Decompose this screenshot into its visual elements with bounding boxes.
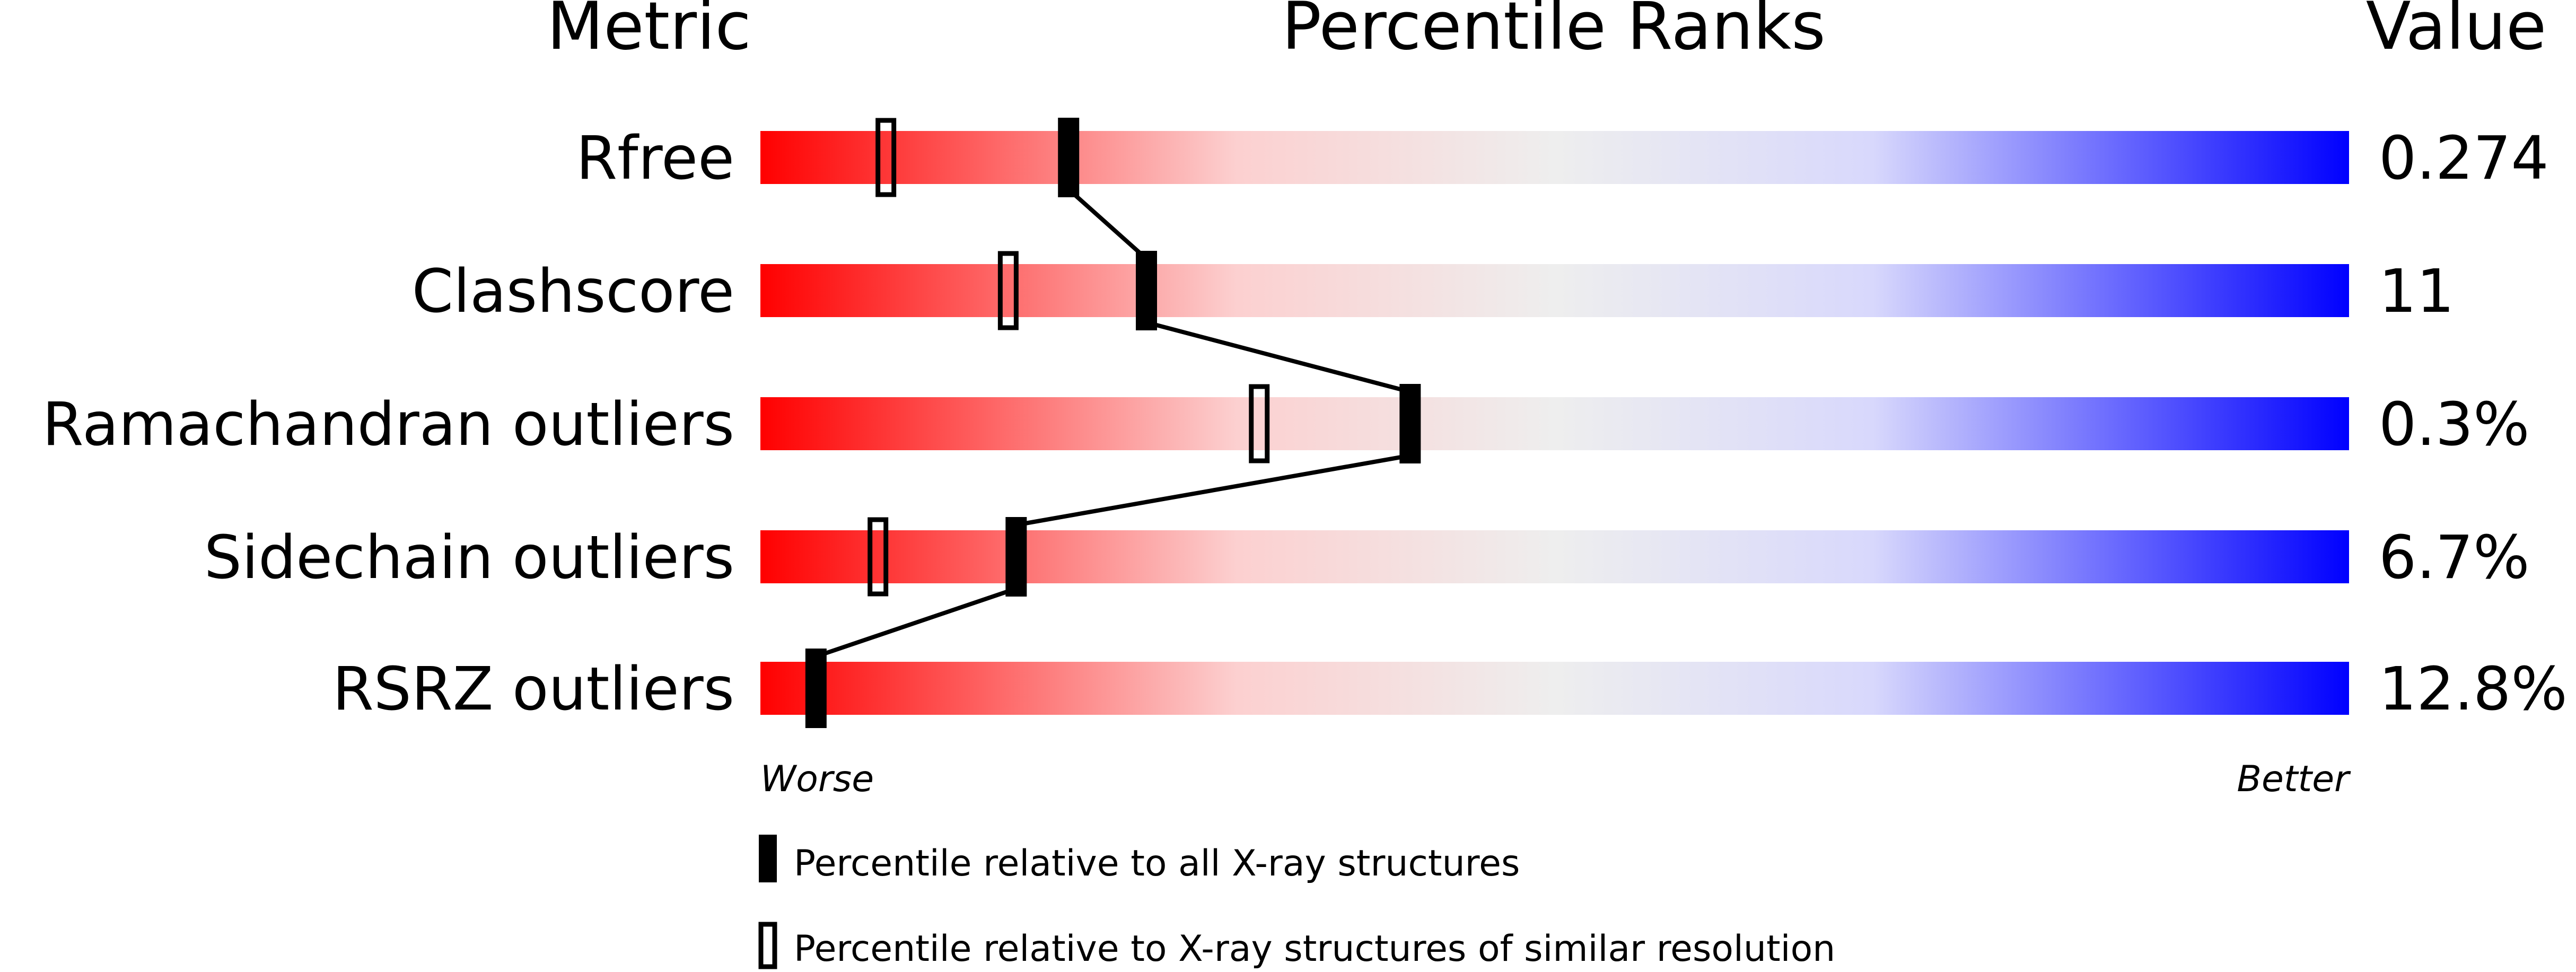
marker-all-structures [805,649,827,728]
gradient-bar [760,397,2349,450]
header-metric: Metric [547,0,751,65]
metric-value: 0.3% [2379,390,2530,459]
metric-value: 11 [2379,257,2455,326]
legend-label-all: Percentile relative to all X-ray structu… [794,843,1520,885]
gradient-bar [760,662,2349,715]
axis-better-label: Better [2237,758,2351,800]
metric-label: Clashscore [412,257,734,326]
legend-filled-marker [759,835,777,882]
marker-all-structures [1005,517,1027,597]
metric-value: 12.8% [2379,655,2568,724]
marker-similar-resolution [868,517,889,597]
gradient-bar [760,131,2349,184]
marker-similar-resolution [997,251,1019,330]
gradient-bar [760,530,2349,583]
header-percentile-ranks: Percentile Ranks [1282,0,1826,65]
metric-label: Sidechain outliers [204,523,734,592]
connector-line [815,586,1017,659]
marker-all-structures [1058,118,1080,197]
marker-similar-resolution [1249,384,1270,463]
legend-label-similar: Percentile relative to X-ray structures … [794,928,1835,970]
marker-all-structures [1399,384,1421,463]
gradient-bar [760,264,2349,317]
marker-all-structures [1136,251,1158,330]
connector-line [1146,320,1411,394]
connector-line [1067,188,1148,260]
axis-worse-label: Worse [760,758,874,800]
metric-label: Ramachandran outliers [42,390,734,459]
connector-line [1015,453,1411,527]
marker-similar-resolution [875,118,897,197]
metric-value: 0.274 [2379,124,2549,193]
metric-label: RSRZ outliers [332,655,734,724]
metric-value: 6.7% [2379,523,2530,592]
metric-label: Rfree [576,124,734,193]
legend-hollow-marker [758,922,777,969]
header-value: Value [2366,0,2547,65]
